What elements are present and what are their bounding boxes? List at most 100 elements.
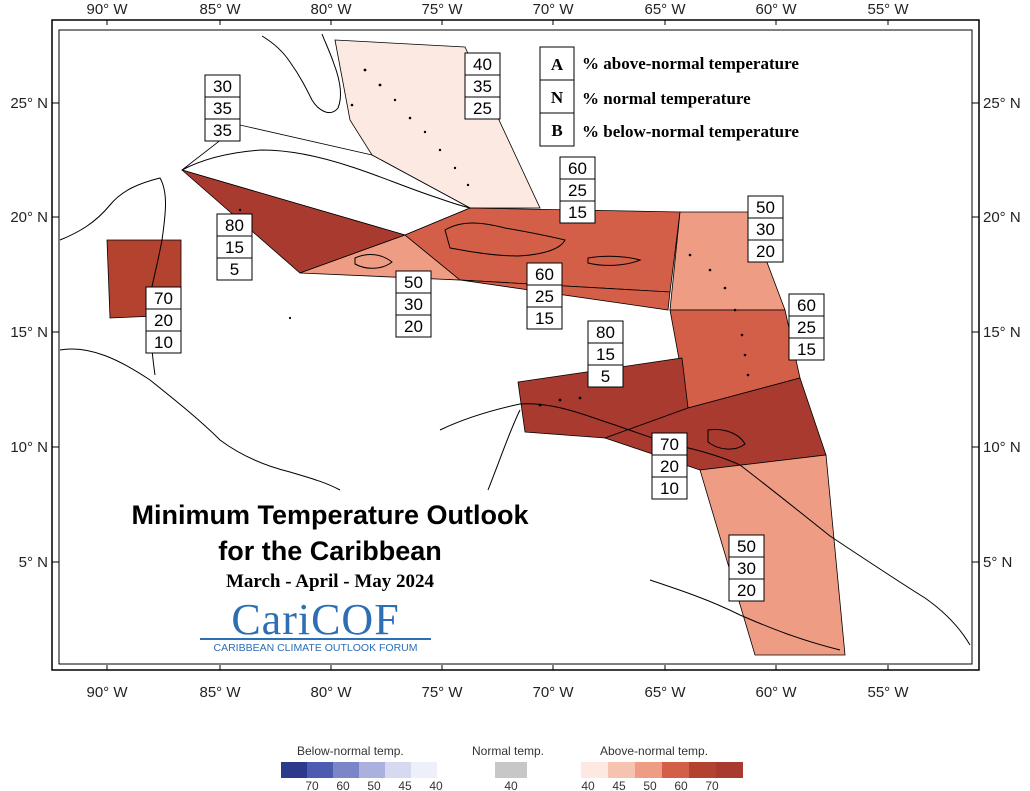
probability-normal: 15 xyxy=(596,345,615,364)
colorbar-swatch xyxy=(307,762,333,778)
colorbar-swatch xyxy=(333,762,359,778)
lon-label-top: 80° W xyxy=(310,1,352,18)
probability-below: 5 xyxy=(601,367,610,386)
lat-label-right: 10° N xyxy=(983,439,1021,456)
key-box xyxy=(539,46,575,81)
probability-above: 50 xyxy=(737,537,756,556)
probability-cell xyxy=(145,330,182,354)
colorbar-tick-label: 60 xyxy=(336,779,350,791)
key-text-above: % above-normal temperature xyxy=(582,54,799,73)
probability-below: 35 xyxy=(213,121,232,140)
key-box xyxy=(539,112,575,147)
colorbar-tick-label: 40 xyxy=(504,779,518,791)
probability-above: 50 xyxy=(404,273,423,292)
probability-normal: 15 xyxy=(225,238,244,257)
logo-rule xyxy=(200,638,431,640)
coastline-puerto-rico xyxy=(587,255,642,266)
colorbar-swatch xyxy=(495,762,527,778)
probability-above: 60 xyxy=(797,296,816,315)
probability-normal: 25 xyxy=(568,181,587,200)
probability-normal: 25 xyxy=(797,318,816,337)
colorbar-tick-label: 60 xyxy=(674,779,688,791)
colorbar-tick-label: 45 xyxy=(612,779,626,791)
probability-above: 50 xyxy=(756,198,775,217)
colorbar-swatch xyxy=(662,762,689,778)
probability-below: 5 xyxy=(230,260,239,279)
lon-tick-marks xyxy=(106,20,889,670)
map-title-line2: for the Caribbean xyxy=(218,536,442,566)
colorbar-tick-label: 70 xyxy=(705,779,719,791)
probability-cell xyxy=(728,578,765,602)
probability-below: 20 xyxy=(756,242,775,261)
coastline-guianas xyxy=(739,464,971,646)
map-title-line1: Minimum Temperature Outlook xyxy=(131,500,529,530)
probability-normal: 35 xyxy=(473,77,492,96)
coastlines xyxy=(59,33,971,651)
probability-below: 25 xyxy=(473,99,492,118)
probability-normal: 30 xyxy=(404,295,423,314)
probability-cell xyxy=(587,364,624,388)
probability-below: 10 xyxy=(154,333,173,352)
probability-normal: 30 xyxy=(737,559,756,578)
probability-normal: 35 xyxy=(213,99,232,118)
probability-cell xyxy=(395,314,432,338)
colorbar-swatch xyxy=(385,762,411,778)
probability-key: A N B % above-normal temperature % norma… xyxy=(539,46,799,147)
probability-above: 60 xyxy=(535,265,554,284)
logo-subtitle: CARIBBEAN CLIMATE OUTLOOK FORUM xyxy=(213,642,418,654)
lon-label-top: 70° W xyxy=(532,1,574,18)
probability-cell xyxy=(464,96,501,120)
coastline-south-america-north xyxy=(487,409,521,491)
key-text-normal: % normal temperature xyxy=(582,89,751,108)
lon-label-top: 85° W xyxy=(199,1,241,18)
coastline-south-america-inner xyxy=(649,579,841,651)
lat-label-left: 10° N xyxy=(10,439,48,456)
lon-label-bottom: 65° W xyxy=(644,684,686,701)
lat-label-left: 15° N xyxy=(10,324,48,341)
probability-below: 10 xyxy=(660,479,679,498)
key-box xyxy=(539,79,575,114)
probability-above: 80 xyxy=(596,323,615,342)
probability-above: 70 xyxy=(660,435,679,454)
probability-above: 30 xyxy=(213,77,232,96)
map-season: March - April - May 2024 xyxy=(225,571,435,592)
probability-above: 80 xyxy=(225,216,244,235)
probability-above: 60 xyxy=(568,159,587,178)
lat-label-left: 20° N xyxy=(10,209,48,226)
probability-cell xyxy=(559,200,596,224)
lon-label-top: 55° W xyxy=(867,1,909,18)
colorbar-swatch xyxy=(359,762,385,778)
lat-tick-marks xyxy=(52,102,979,563)
caricof-logo: CariCOF CARIBBEAN CLIMATE OUTLOOK FORUM xyxy=(198,594,433,660)
colorbar-swatch xyxy=(716,762,743,778)
probability-below: 20 xyxy=(737,581,756,600)
region-south-hispaniola xyxy=(459,279,671,311)
colorbar-swatch xyxy=(689,762,716,778)
colorbar-above-label: Above-normal temp. xyxy=(600,744,709,758)
lat-label-right: 15° N xyxy=(983,324,1021,341)
coastline-central-america xyxy=(59,348,341,491)
lon-label-bottom: 75° W xyxy=(421,684,463,701)
lon-label-bottom: 80° W xyxy=(310,684,352,701)
lat-label-left: 25° N xyxy=(10,95,48,112)
key-letter-n: N xyxy=(551,88,564,107)
coastline-cuba xyxy=(181,149,471,209)
colorbar-tick-label: 45 xyxy=(398,779,412,791)
probability-below: 15 xyxy=(568,203,587,222)
colorbar-normal-label: Normal temp. xyxy=(472,744,545,758)
colorbar: 70 60 50 45 40 40 40 45 50 60 70 xyxy=(281,762,743,791)
lon-label-top: 75° W xyxy=(421,1,463,18)
probability-cell xyxy=(216,257,253,281)
key-letter-b: B xyxy=(551,121,562,140)
probability-below: 15 xyxy=(535,309,554,328)
colorbar-tick-label: 40 xyxy=(429,779,443,791)
colorbar-below-label: Below-normal temp. xyxy=(297,744,404,758)
region-hispaniola-pr xyxy=(404,207,681,293)
coastline-jamaica xyxy=(354,254,393,269)
probability-cell xyxy=(204,118,241,142)
colorbar-tick-label: 70 xyxy=(305,779,319,791)
lon-label-bottom: 90° W xyxy=(86,684,128,701)
colorbar-swatch xyxy=(635,762,662,778)
colorbar-tick-label: 40 xyxy=(581,779,595,791)
lon-label-top: 90° W xyxy=(86,1,128,18)
